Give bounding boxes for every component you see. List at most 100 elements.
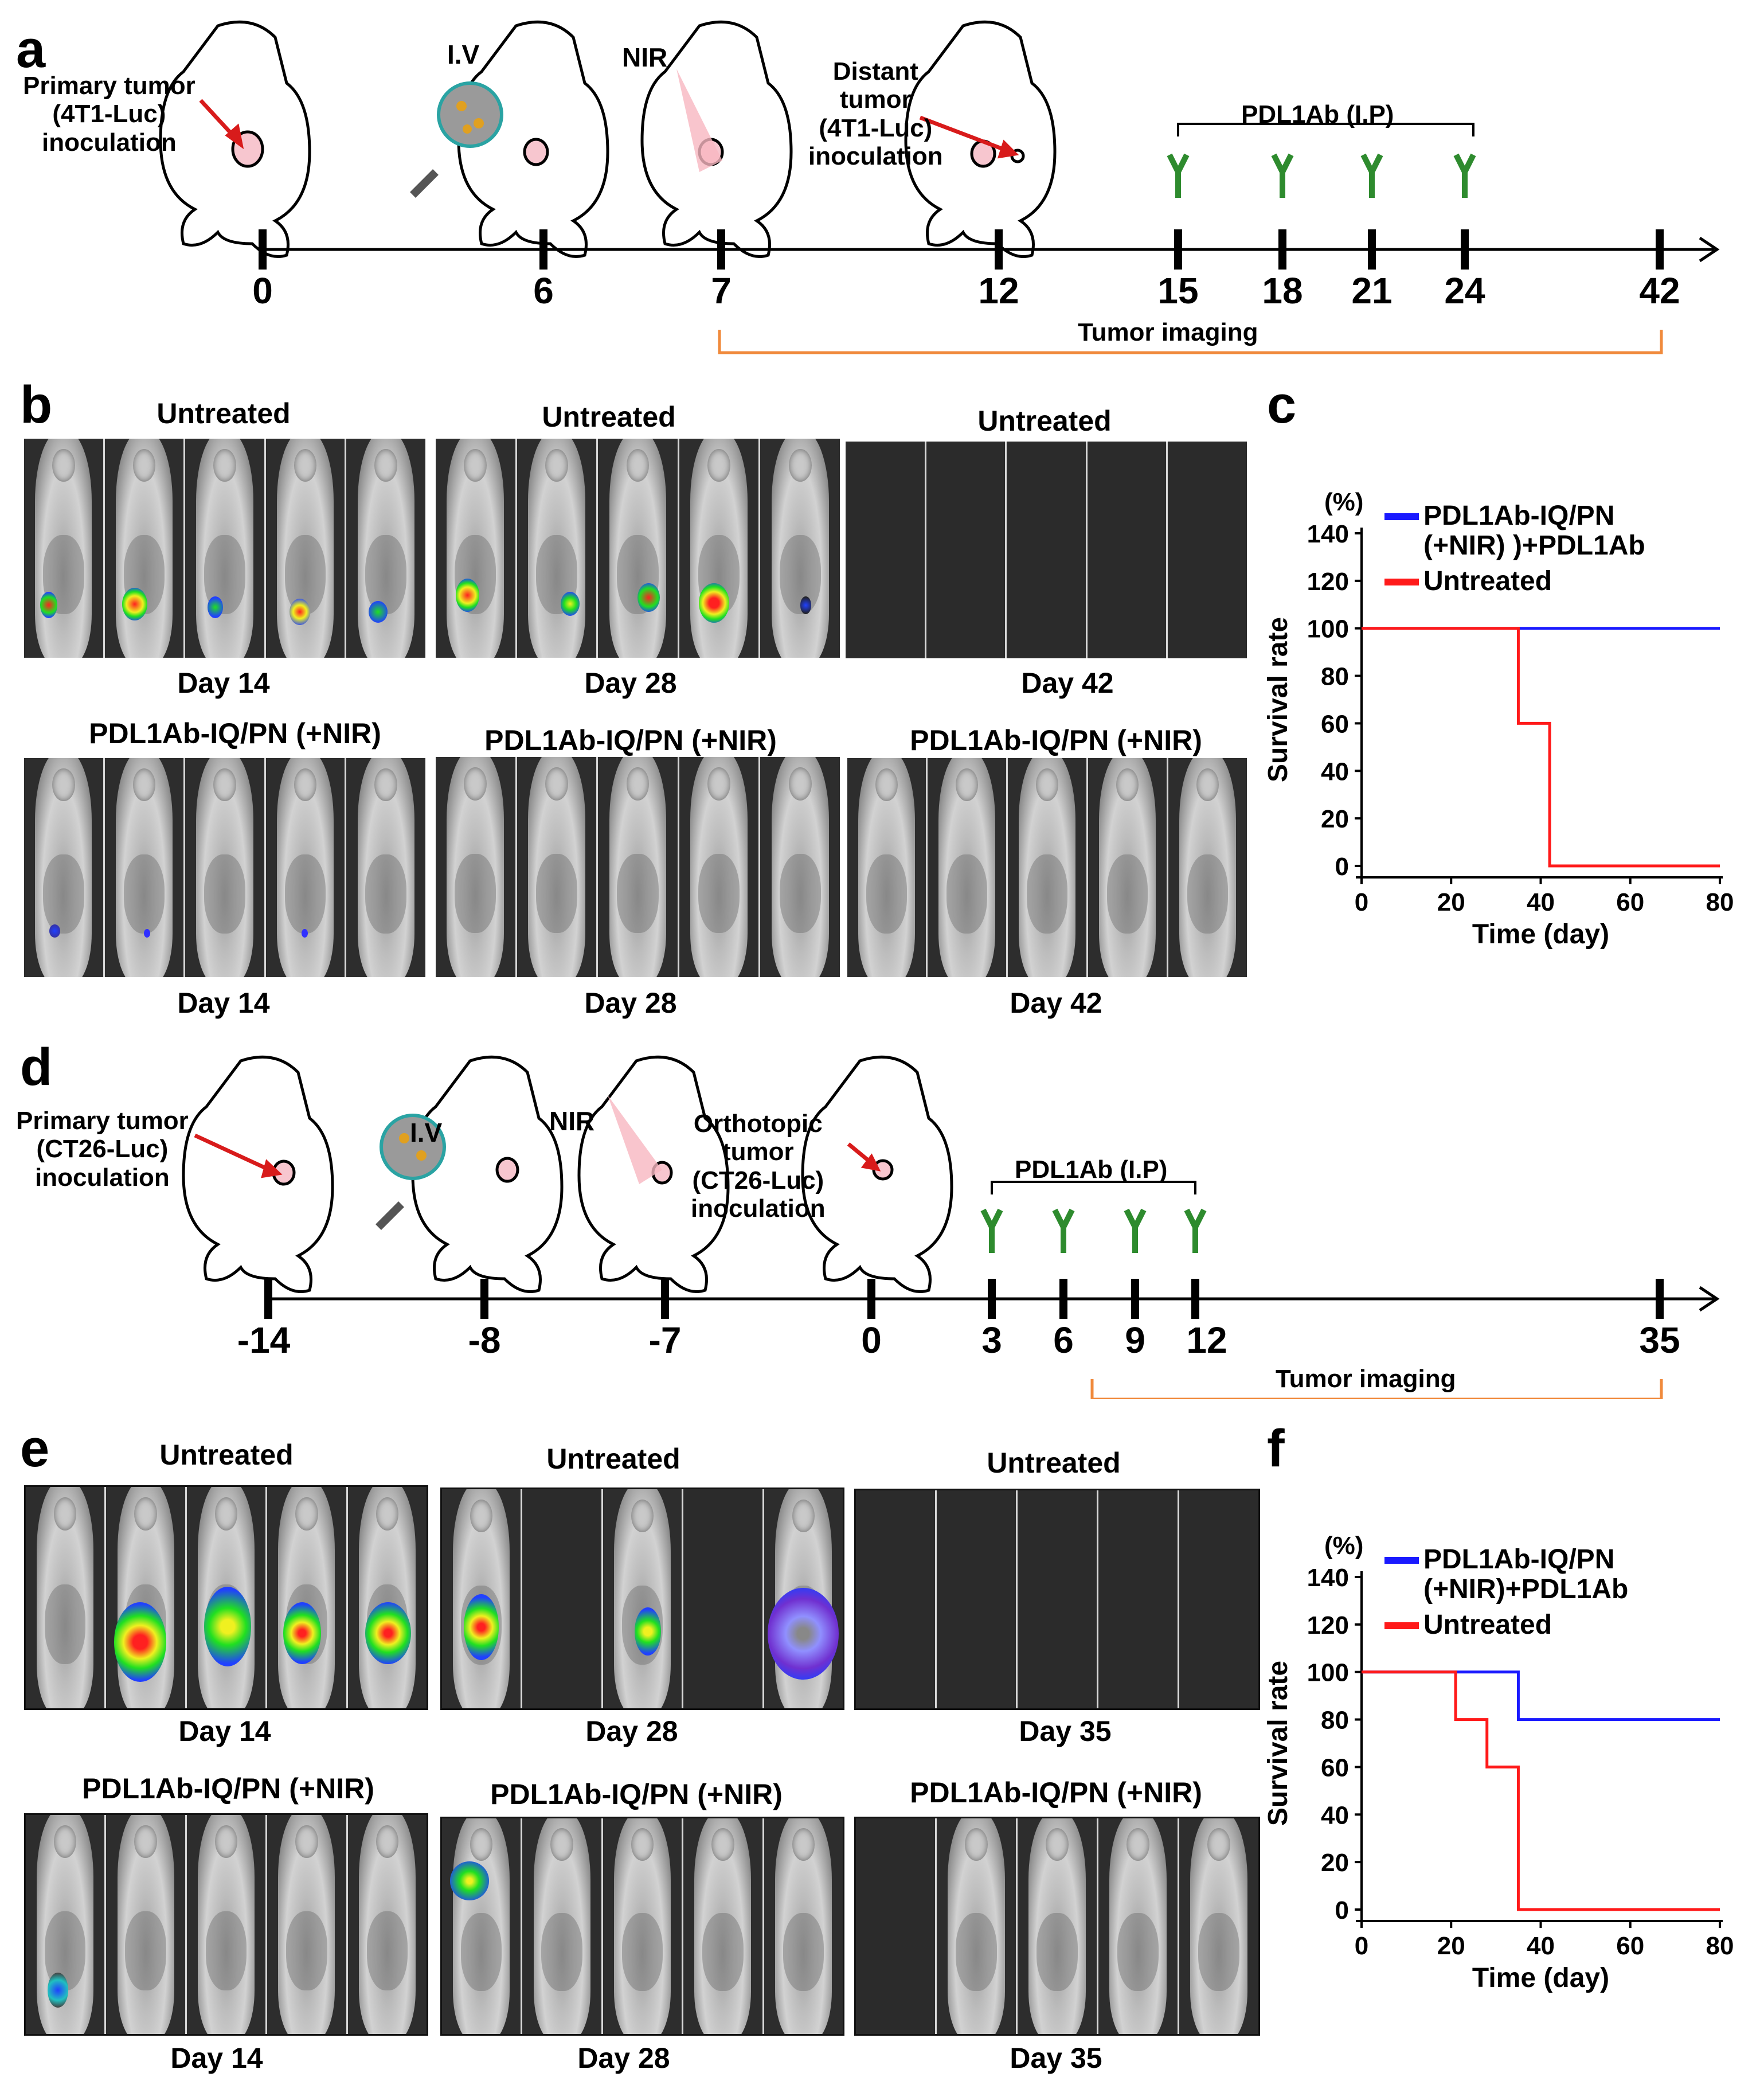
arrow-icon [919, 115, 1019, 159]
caption-imaging-a: Tumor imaging [1078, 318, 1258, 346]
panel-label-c: c [1267, 376, 1297, 434]
panel-b-title: Untreated [977, 405, 1112, 437]
panel-e-title: PDL1Ab-IQ/PN (+NIR) [910, 1777, 1202, 1809]
panel-label-f: f [1267, 1419, 1285, 1478]
caption-distant-tumor-a: Distant tumor (4T1-Luc) inoculation [808, 57, 943, 170]
y-tick-label: 60 [1321, 1754, 1349, 1782]
timeline-d [182, 1055, 1720, 1399]
legend-label: (+NIR)+PDL1Ab [1423, 1574, 1628, 1604]
laser-beam-icon [608, 1095, 662, 1184]
panel-e-title: Untreated [987, 1447, 1121, 1479]
y-tick-label: 80 [1321, 1707, 1349, 1735]
caption-iv-a: I.V [447, 40, 480, 69]
y-tick-label: 20 [1321, 1849, 1349, 1877]
panel-label-e: e [20, 1419, 50, 1478]
panel-e-title: Untreated [546, 1443, 680, 1475]
day-label: Day 42 [1021, 667, 1114, 699]
legend-label: PDL1Ab-IQ/PN [1423, 501, 1614, 531]
y-tick-label: 100 [1307, 1659, 1349, 1687]
syringe-icon [376, 1201, 404, 1230]
caption-nir-a: NIR [622, 42, 668, 72]
y-tick-label: 100 [1307, 615, 1349, 643]
y-unit-label: (%) [1324, 488, 1363, 516]
day-label: Day 28 [584, 667, 677, 699]
x-tick-label: 40 [1527, 1932, 1555, 1960]
timeline-a [159, 20, 1720, 354]
caption-nir-d: NIR [549, 1106, 595, 1136]
tick-label: -7 [648, 1319, 682, 1361]
x-tick-label: 20 [1437, 888, 1465, 916]
panel-label-a: a [16, 20, 46, 79]
y-tick-label: 0 [1335, 1896, 1349, 1924]
mouse-sketch-icon [801, 1055, 953, 1293]
x-tick-label: 0 [1355, 1932, 1368, 1960]
x-axis-label: Time (day) [1472, 1963, 1609, 1993]
series-line-untreated [1362, 627, 1720, 868]
arrow-icon [847, 1142, 881, 1172]
day-label: Day 28 [577, 2042, 670, 2074]
imaging-panel-e-treated-d35 [854, 1817, 1260, 2036]
mouse-sketch-icon [457, 20, 609, 258]
y-tick-label: 0 [1335, 853, 1349, 881]
caption-pdl1ab-d: PDL1Ab (I.P) [1015, 1155, 1168, 1184]
panel-b-title: PDL1Ab-IQ/PN (+NIR) [89, 717, 381, 749]
y-tick-label: 140 [1307, 1564, 1349, 1592]
tick-label: 18 [1262, 270, 1303, 311]
tick-label: 0 [252, 270, 273, 311]
y-unit-label: (%) [1324, 1532, 1363, 1560]
imaging-panel-e-treated-d14 [24, 1813, 428, 2036]
x-tick-label: 80 [1706, 1932, 1734, 1960]
caption-pdl1ab-a: PDL1Ab (I.P) [1241, 100, 1394, 128]
day-label: Day 14 [178, 1715, 271, 1747]
tick-label: -8 [468, 1319, 501, 1361]
antibody-icon [980, 1208, 1207, 1253]
imaging-panel-b-treated-d28 [436, 757, 840, 977]
caption-imaging-d: Tumor imaging [1276, 1365, 1456, 1393]
legend-label: Untreated [1423, 1610, 1552, 1640]
panel-e-title: Untreated [159, 1439, 294, 1471]
laser-beam-icon [676, 69, 722, 172]
y-axis-label: Survival rate [1263, 617, 1293, 782]
antibody-icon [1167, 153, 1476, 198]
y-tick-label: 120 [1307, 1611, 1349, 1639]
panel-e-title: PDL1Ab-IQ/PN (+NIR) [82, 1773, 374, 1805]
imaging-panel-e-untreated-d35 [854, 1489, 1260, 1710]
x-axis-label: Time (day) [1472, 919, 1609, 950]
tick-label: 42 [1639, 270, 1680, 311]
tick-label: 21 [1351, 270, 1393, 311]
day-label: Day 14 [170, 2042, 263, 2074]
tick-label: 12 [1186, 1319, 1227, 1361]
panel-label-d: d [20, 1038, 53, 1096]
day-label: Day 42 [1010, 987, 1102, 1019]
imaging-panel-e-treated-d28 [440, 1817, 844, 2036]
panel-b-title: PDL1Ab-IQ/PN (+NIR) [484, 724, 777, 756]
imaging-panel-b-treated-d14 [24, 758, 425, 977]
tick-label: 6 [533, 270, 554, 311]
x-tick-label: 40 [1527, 888, 1555, 916]
mouse-sketch-icon [182, 1055, 334, 1293]
tick-label: 35 [1639, 1319, 1680, 1361]
legend-label: PDL1Ab-IQ/PN [1423, 1544, 1614, 1575]
panel-b-title: PDL1Ab-IQ/PN (+NIR) [910, 724, 1202, 756]
panel-e-title: PDL1Ab-IQ/PN (+NIR) [490, 1778, 783, 1810]
panel-b-title: Untreated [157, 397, 291, 430]
series-line-untreated [1362, 1670, 1720, 1911]
imaging-panel-b-treated-d42 [847, 758, 1247, 977]
day-label: Day 28 [584, 987, 677, 1019]
x-tick-label: 60 [1616, 888, 1644, 916]
y-tick-label: 60 [1321, 710, 1349, 738]
panel-label-b: b [20, 376, 53, 434]
tick-label: 3 [981, 1319, 1002, 1361]
x-tick-label: 20 [1437, 1932, 1465, 1960]
imaging-panel-e-untreated-d14 [24, 1485, 428, 1710]
y-tick-label: 20 [1321, 805, 1349, 833]
nanoparticle-icon [437, 81, 503, 148]
y-tick-label: 140 [1307, 520, 1349, 548]
caption-primary-tumor-a: Primary tumor (4T1-Luc) inoculation [23, 72, 195, 157]
tick-label: 9 [1125, 1319, 1145, 1361]
caption-iv-d: I.V [410, 1118, 443, 1147]
panel-b-title: Untreated [542, 401, 676, 433]
imaging-panel-b-untreated-d14 [24, 439, 425, 658]
imaging-panel-e-untreated-d28 [440, 1488, 844, 1710]
tick-label: 0 [861, 1319, 882, 1361]
